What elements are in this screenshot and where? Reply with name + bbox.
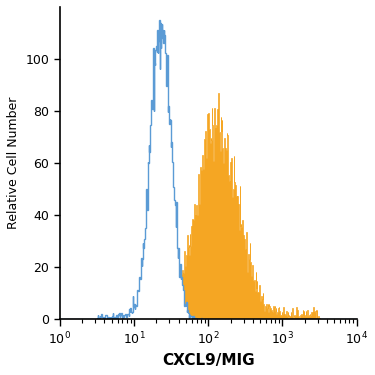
X-axis label: CXCL9/MIG: CXCL9/MIG (162, 353, 255, 368)
Y-axis label: Relative Cell Number: Relative Cell Number (7, 97, 20, 229)
